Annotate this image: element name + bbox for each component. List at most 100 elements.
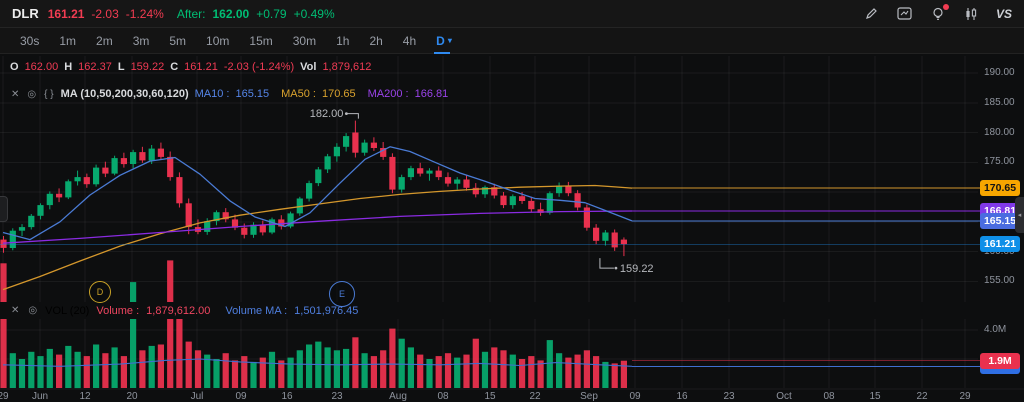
volume-ma-line (2, 358, 633, 367)
ma50-label: MA50 : (281, 88, 316, 100)
left-panel-handle[interactable] (0, 196, 8, 222)
price-change-pct: -1.24% (125, 6, 164, 21)
date-tick-label: 29 (959, 391, 971, 402)
timeframe-4h[interactable]: 4h (402, 33, 417, 48)
ma-legend: ✕ ◎ { } MA (10,50,200,30,60,120) MA10 : … (10, 88, 448, 100)
date-tick-label: 16 (281, 391, 293, 402)
timeframe-30s[interactable]: 30s (20, 33, 40, 48)
bulb-alert-icon[interactable] (930, 3, 949, 22)
timeframe-3m[interactable]: 3m (132, 33, 150, 48)
event-marker-D[interactable]: D (89, 281, 111, 303)
ma-title: MA (10,50,200,30,60,120) (60, 88, 189, 100)
target-icon[interactable]: ◎ (28, 305, 38, 316)
volume-label: Volume : (96, 304, 140, 317)
timeframe-bar: 30s 1m 2m 3m 5m 10m 15m 30m 1h 2h 4h D ▾ (0, 28, 1024, 54)
screenshot-icon[interactable] (897, 6, 913, 22)
vol-value: 1,879,612 (322, 61, 372, 73)
low-value: 159.22 (130, 61, 165, 73)
price-axis-label: 155.00 (984, 275, 1015, 287)
ma-lines-layer (2, 146, 633, 291)
after-hours-price: 162.00 (212, 6, 250, 21)
right-panel-handle[interactable]: ◂ (1015, 197, 1024, 233)
timeframe-2m[interactable]: 2m (96, 33, 113, 48)
level-lines-layer (0, 187, 986, 367)
low-annotation: 159.22 (620, 263, 654, 275)
ma200-label: MA200 : (367, 88, 409, 100)
after-hours-change: +0.79 (256, 6, 287, 21)
volume-axis-label: 4.0M (984, 324, 1007, 335)
timeframe-5m[interactable]: 5m (169, 33, 187, 48)
open-value: 162.00 (24, 61, 59, 73)
low-label: L (117, 61, 125, 73)
date-tick-label: 09 (235, 391, 247, 402)
last-price: 161.21 (47, 6, 85, 21)
ma10-badge: 165.15 (980, 212, 1020, 229)
date-tick-label: 09 (629, 391, 641, 402)
timeframe-1h[interactable]: 1h (336, 33, 350, 48)
volume-badge: 1.9M (980, 352, 1020, 369)
date-tick-label: 15 (869, 391, 881, 402)
target-icon[interactable]: ◎ (27, 88, 37, 100)
date-tick-label: Jul (190, 391, 204, 402)
date-tick-label: 16 (676, 391, 688, 402)
timeframe-D-selected[interactable]: D ▾ (426, 28, 462, 54)
timeframe-30m[interactable]: 30m (292, 33, 317, 48)
ma50-badge: 170.65 (980, 180, 1020, 197)
volume-ma-label: Volume MA : (225, 304, 288, 317)
open-label: O (10, 61, 19, 73)
price-axis-label: 185.00 (984, 96, 1015, 108)
vol-indicator-title: VOL (20) (45, 304, 90, 317)
high-annotation: 182.00 (310, 108, 344, 120)
vol-label: Vol (300, 61, 317, 73)
after-hours-change-pct: +0.49% (293, 6, 335, 21)
close-label: C (170, 61, 179, 73)
date-tick-label: 23 (723, 391, 735, 402)
vs-compare-button[interactable]: VS (995, 6, 1012, 21)
timeframe-2h[interactable]: 2h (369, 33, 383, 48)
pencil-icon[interactable] (864, 6, 880, 22)
date-tick-label: Jun (31, 391, 49, 402)
volume-ma-value: 1,501,976.45 (294, 304, 359, 317)
volume-bars-layer (0, 260, 633, 389)
ma10-label: MA10 : (194, 88, 230, 100)
date-tick-label: 12 (79, 391, 91, 402)
chart-style-icon[interactable] (963, 6, 979, 22)
braces-icon[interactable]: { } (44, 88, 54, 100)
date-tick-label: 29 (0, 391, 9, 402)
date-tick-label: Aug (389, 391, 407, 402)
date-tick-label: 08 (437, 391, 449, 402)
date-tick-label: 08 (823, 391, 835, 402)
volume-legend: ✕ ◎ VOL (20) Volume : 1,879,612.00 Volum… (0, 302, 978, 319)
timeframe-15m[interactable]: 15m (249, 33, 273, 48)
ma10-value: 165.15 (235, 88, 270, 100)
price-axis-label: 175.00 (984, 156, 1015, 168)
ohlc-legend: O 162.00 H 162.37 L 159.22 C 161.21 -2.0… (10, 61, 371, 73)
timeframe-10m[interactable]: 10m (206, 33, 230, 48)
notification-dot (942, 3, 949, 10)
toolbar-icons: VS (864, 3, 1012, 22)
date-tick-label: 22 (916, 391, 928, 402)
date-tick-label: 22 (529, 391, 541, 402)
close-value: 161.21 (184, 61, 218, 73)
quote-bar: DLR 161.21 -2.03 -1.24% After: 162.00 +0… (0, 0, 1024, 28)
date-tick-label: 20 (126, 391, 138, 402)
date-tick-label: Oct (776, 391, 792, 402)
ma50-value: 170.65 (321, 88, 356, 100)
annotations-layer: 182.00 159.22 (310, 108, 654, 275)
price-axis-label: 190.00 (984, 67, 1015, 78)
high-label: H (64, 61, 73, 73)
timeframe-1m[interactable]: 1m (59, 33, 77, 48)
date-tick-label: 15 (484, 391, 496, 402)
close-icon[interactable]: ✕ (11, 305, 20, 316)
change-value: -2.03 (-1.24%) (223, 61, 295, 73)
volume-value: 1,879,612.00 (146, 304, 211, 317)
close-icon[interactable]: ✕ (11, 88, 20, 100)
price-change: -2.03 (91, 6, 119, 21)
date-tick-label: Sep (580, 391, 598, 402)
high-value: 162.37 (78, 61, 112, 73)
price-axis-label: 180.00 (984, 126, 1015, 138)
symbol-ticker[interactable]: DLR (12, 6, 39, 21)
event-marker-E[interactable]: E (329, 281, 355, 307)
